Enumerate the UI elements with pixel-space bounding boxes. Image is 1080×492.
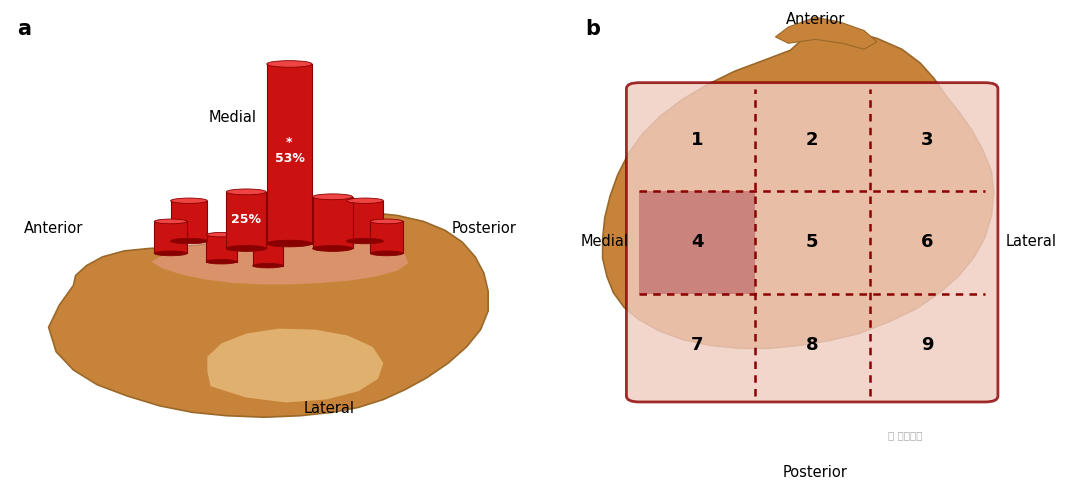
Text: Posterior: Posterior [451,221,516,236]
Text: Medial: Medial [208,111,256,125]
Text: 7: 7 [691,336,703,354]
Polygon shape [151,235,408,284]
Ellipse shape [154,219,187,224]
Polygon shape [207,329,383,402]
Ellipse shape [253,264,283,268]
Text: 1: 1 [691,131,703,149]
Ellipse shape [370,251,403,256]
Text: 9: 9 [921,336,933,354]
Ellipse shape [227,189,267,195]
Polygon shape [603,27,994,348]
Text: 3: 3 [921,131,933,149]
Text: b: b [585,19,600,39]
Ellipse shape [347,239,383,244]
Text: Medial: Medial [581,234,629,248]
Text: Anterior: Anterior [786,12,845,27]
Text: 2: 2 [806,131,819,149]
FancyBboxPatch shape [347,201,383,241]
Ellipse shape [370,219,403,224]
Text: a: a [17,19,31,39]
FancyBboxPatch shape [227,192,267,248]
FancyBboxPatch shape [253,239,283,266]
FancyBboxPatch shape [154,221,187,253]
Ellipse shape [267,61,312,67]
Text: 25%: 25% [231,213,261,225]
FancyBboxPatch shape [206,235,237,262]
Text: 8: 8 [806,336,819,354]
Text: 4: 4 [691,233,703,251]
Text: 5: 5 [806,233,819,251]
Text: *
53%: * 53% [274,136,305,165]
FancyBboxPatch shape [313,197,352,248]
Ellipse shape [313,194,352,200]
Ellipse shape [267,240,312,247]
Ellipse shape [253,237,283,241]
FancyBboxPatch shape [171,201,207,241]
Ellipse shape [227,246,267,251]
Bar [639,191,755,294]
Text: Anterior: Anterior [24,221,83,236]
Ellipse shape [313,246,352,251]
Text: Lateral: Lateral [1005,234,1056,248]
Polygon shape [775,17,877,49]
Text: Posterior: Posterior [783,465,848,480]
Text: 🐾 足踝一昇: 🐾 足踝一昇 [888,430,922,440]
Text: Lateral: Lateral [303,401,355,416]
Ellipse shape [206,233,237,237]
Polygon shape [49,213,488,417]
FancyBboxPatch shape [267,64,312,244]
Text: 6: 6 [921,233,933,251]
FancyBboxPatch shape [626,83,998,402]
Ellipse shape [347,198,383,203]
FancyBboxPatch shape [370,221,403,253]
Ellipse shape [154,251,187,256]
Ellipse shape [171,239,207,244]
Ellipse shape [171,198,207,203]
Ellipse shape [206,260,237,264]
